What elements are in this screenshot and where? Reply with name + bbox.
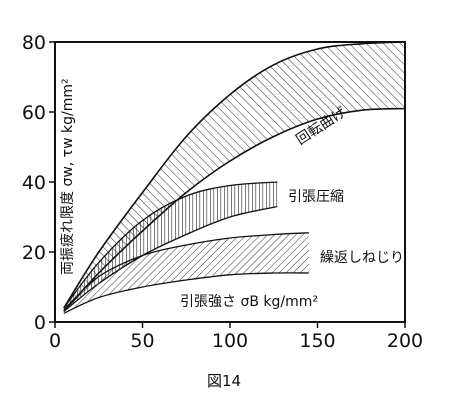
band-rotating-bending-area <box>63 42 406 312</box>
y-axis-label: 両振疲れ限度 σw, τw kg/mm² <box>59 78 76 275</box>
band-tension-compression-upper-line <box>63 181 278 309</box>
band-torsion-upper-line <box>63 232 309 311</box>
y-tick-label: 80 <box>22 32 46 54</box>
band-tension-compression-area <box>63 182 278 312</box>
ticks-layer: 0 50 100 150 200 0 20 40 60 80 <box>22 32 423 352</box>
bands-layer <box>63 41 406 314</box>
band-rotating-bending-upper-line <box>63 41 406 309</box>
x-tick-label: 50 <box>130 330 154 352</box>
x-tick-label: 200 <box>387 330 423 352</box>
figure-caption: 図14 <box>207 372 241 390</box>
x-tick-label: 0 <box>49 330 61 352</box>
y-tick-label: 60 <box>22 102 46 124</box>
y-tick-label: 0 <box>34 312 46 334</box>
x-tick-label: 100 <box>212 330 248 352</box>
band-label-tension: 引張圧縮 <box>288 189 344 205</box>
y-tick-label: 20 <box>22 242 46 264</box>
x-tick-label: 150 <box>299 330 335 352</box>
x-axis-label: 引張強さ σB kg/mm² <box>180 294 318 310</box>
band-label-torsion: 繰返しねじり <box>320 250 404 266</box>
band-torsion-lower-line <box>63 272 309 314</box>
band-torsion-area <box>63 232 309 314</box>
y-tick-label: 40 <box>22 172 46 194</box>
